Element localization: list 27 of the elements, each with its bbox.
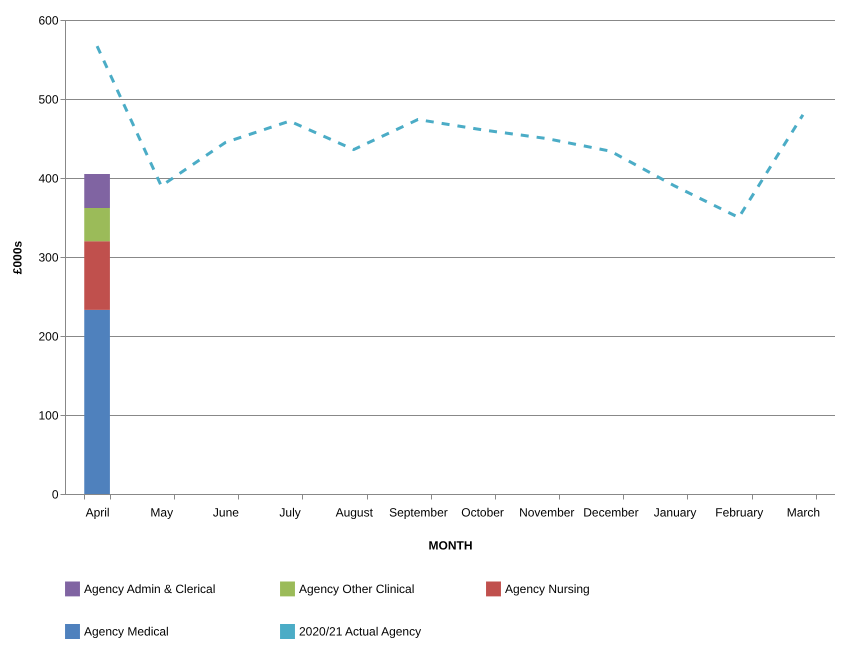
x-tick-label: August (336, 506, 374, 520)
y-tick-label: 300 (38, 250, 59, 264)
y-axis-title: £000s (10, 240, 24, 274)
x-axis-title: MONTH (428, 538, 472, 552)
x-tick-label: June (212, 506, 240, 520)
y-tick-label: 200 (38, 330, 59, 344)
y-tick-label: 600 (38, 14, 59, 28)
x-tick-label: January (654, 506, 696, 520)
x-tick-label: September (389, 506, 448, 520)
x-tick-label: December (583, 506, 639, 520)
legend-label: Agency Other Clinical (299, 582, 414, 596)
x-tick-label: July (279, 506, 301, 520)
x-tick-label: March (786, 506, 820, 520)
y-tick-label: 0 (52, 488, 59, 502)
y-tick-label: 500 (38, 92, 59, 106)
legend-label: 2020/21 Actual Agency (299, 624, 422, 638)
legend-label: Agency Medical (84, 624, 169, 638)
legend-label: Agency Nursing (505, 582, 590, 596)
y-tick-label: 100 (38, 408, 59, 422)
x-tick-label: October (461, 506, 504, 520)
line-series (96, 44, 804, 219)
x-tick-label: May (150, 506, 174, 520)
x-tick-label: November (519, 506, 574, 520)
legend-label: Agency Admin & Clerical (84, 582, 216, 596)
x-tick-label: February (715, 506, 764, 520)
y-tick-label: 400 (38, 172, 59, 186)
x-tick-label: April (86, 506, 110, 520)
